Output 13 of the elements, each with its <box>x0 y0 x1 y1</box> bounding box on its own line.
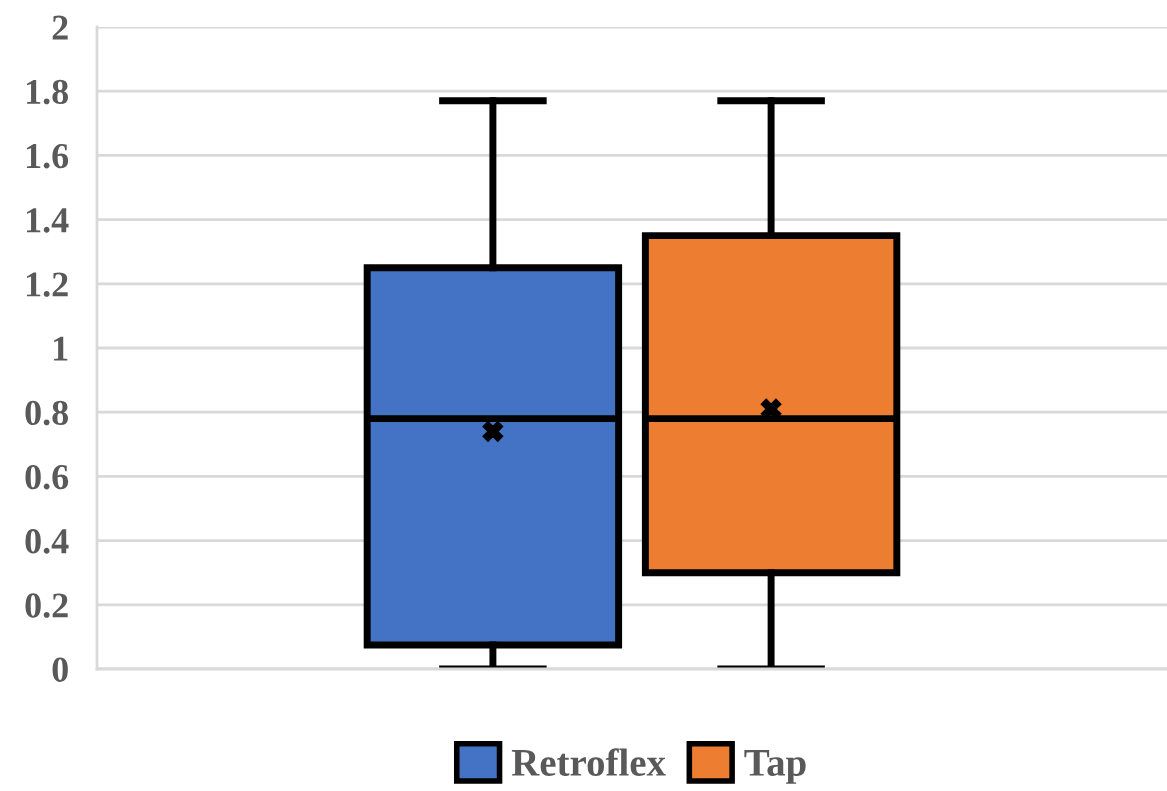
y-tick-label: 0.4 <box>25 529 69 554</box>
y-tick-label: 1.4 <box>26 208 69 233</box>
legend-label: Tap <box>744 750 806 784</box>
y-tick-label: 0.8 <box>25 400 69 426</box>
y-tick-label: 1.2 <box>26 272 68 297</box>
y-tick-label: 1 <box>54 336 68 361</box>
legend-label: Retroflex <box>511 748 666 776</box>
y-tick-label: 1.8 <box>26 79 69 105</box>
y-tick-label: 2 <box>52 15 68 40</box>
y-tick-label: 0.6 <box>25 464 69 490</box>
y-tick-label: 0 <box>52 657 68 682</box>
y-tick-label: 0.2 <box>25 593 68 618</box>
y-tick-label: 1.6 <box>26 144 69 169</box>
